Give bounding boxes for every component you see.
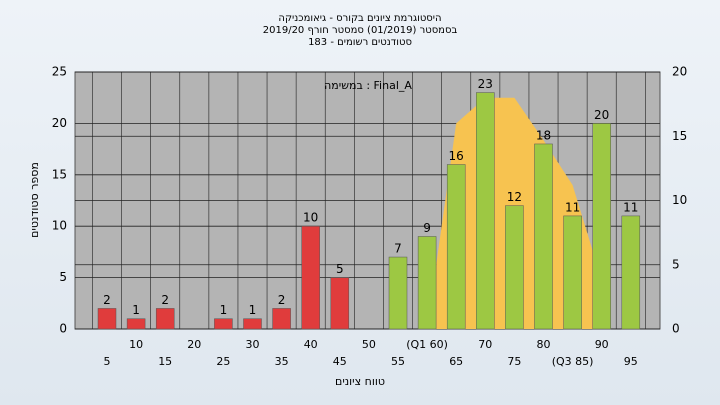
x-tick-label: 25	[216, 355, 230, 368]
bar	[621, 215, 641, 330]
x-tick-label: 35	[275, 355, 289, 368]
x-tick-label: 55	[391, 355, 405, 368]
chart-subtitle: בסמסטר (01/2019) סמסטר חורף 2019/20	[263, 25, 458, 36]
data-label: 2	[103, 293, 111, 307]
x-tick-label: 70	[478, 338, 492, 351]
y2-tick-label: 10	[672, 193, 687, 207]
bar	[272, 308, 291, 330]
x-tick-label: 5	[104, 355, 111, 368]
y2-tick-label: 5	[672, 257, 680, 271]
data-label: 16	[449, 149, 464, 163]
data-label: 2	[161, 293, 169, 307]
bar	[417, 236, 437, 330]
chart-title: היסטוגרמת ציונים בקורס - גיאומכניקה	[278, 13, 441, 24]
x-tick-label: 45	[333, 355, 347, 368]
data-label: 5	[336, 262, 344, 276]
annotation: במשימה : Final_A	[324, 79, 412, 92]
x-tick-label: 40	[304, 338, 318, 351]
x-tick-label: 80	[537, 338, 551, 351]
bar	[505, 205, 524, 330]
bar	[126, 318, 146, 330]
y-tick-label: 10	[52, 219, 67, 233]
y2-tick-label: 20	[672, 65, 687, 79]
bar	[301, 225, 320, 330]
bar	[388, 256, 408, 330]
bar	[330, 277, 350, 330]
y-tick-label: 15	[52, 167, 67, 181]
data-label: 2	[278, 293, 286, 307]
data-label: 7	[394, 242, 402, 256]
data-label: 1	[249, 303, 257, 317]
y2-tick-label: 0	[672, 322, 680, 336]
x-tick-label: 10	[129, 338, 143, 351]
y-tick-label: 25	[52, 65, 67, 79]
y-axis-label: מספר סטודנטים	[28, 162, 41, 238]
data-label: 23	[478, 77, 493, 91]
data-label: 11	[623, 200, 638, 214]
x-tick-label: 75	[507, 355, 521, 368]
bar	[155, 308, 175, 330]
bar	[592, 123, 611, 330]
bar	[534, 143, 553, 330]
data-label: 1	[220, 303, 228, 317]
y-tick-label: 0	[59, 322, 67, 336]
x-tick-label: 20	[187, 338, 201, 351]
x-tick-label: 90	[595, 338, 609, 351]
data-label: 1	[132, 303, 140, 317]
bar	[214, 318, 233, 330]
data-label: 12	[507, 190, 522, 204]
x-tick-label: 65	[449, 355, 463, 368]
bar	[563, 215, 582, 330]
x-tick-label: 30	[246, 338, 260, 351]
data-label: 10	[303, 211, 318, 225]
x-tick-label: 95	[624, 355, 638, 368]
x-tick-label: (Q1 60)	[406, 338, 448, 351]
y-tick-label: 5	[59, 270, 67, 284]
data-label: 11	[565, 200, 580, 214]
bar	[476, 92, 495, 330]
bar	[97, 308, 117, 330]
chart-subtitle: סטודנטים רשומים - 183	[308, 37, 412, 48]
y2-tick-label: 15	[672, 129, 687, 143]
x-tick-label: 50	[362, 338, 376, 351]
x-axis-label: טווח ציונים	[335, 375, 385, 388]
data-label: 20	[594, 108, 609, 122]
y-tick-label: 20	[52, 116, 67, 130]
data-label: 9	[423, 221, 431, 235]
x-tick-label: 15	[158, 355, 172, 368]
bar	[446, 164, 466, 330]
data-label: 18	[536, 128, 551, 142]
x-tick-label: (Q3 85)	[552, 355, 594, 368]
bar	[243, 318, 262, 330]
